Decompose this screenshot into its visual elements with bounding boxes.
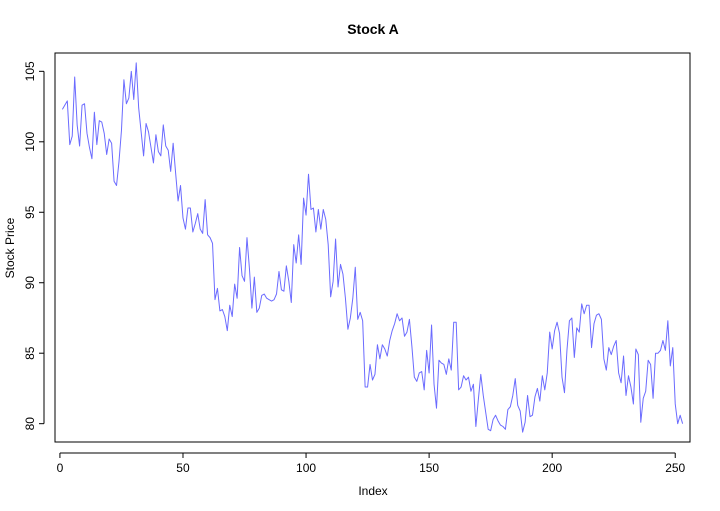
- x-tick-label: 0: [57, 461, 64, 475]
- x-tick-label: 250: [665, 461, 685, 475]
- x-tick-label: 200: [542, 461, 562, 475]
- y-tick-label: 95: [23, 205, 37, 219]
- x-tick-label: 150: [419, 461, 439, 475]
- y-tick-label: 105: [23, 61, 37, 81]
- x-tick-label: 100: [296, 461, 316, 475]
- y-tick-label: 100: [23, 131, 37, 151]
- x-axis-label: Index: [358, 484, 387, 498]
- y-tick-label: 80: [23, 417, 37, 431]
- y-axis-label: Stock Price: [3, 217, 17, 278]
- y-tick-label: 90: [23, 276, 37, 290]
- plot-area-border: [54, 52, 691, 443]
- chart-title: Stock A: [347, 21, 399, 37]
- x-tick-label: 50: [176, 461, 190, 475]
- series-layer: [61, 62, 684, 433]
- y-tick-label: 85: [23, 346, 37, 360]
- y-axis: 80 85 90 95 100 105: [23, 61, 45, 431]
- x-axis: 0 50 100 150 200 250: [57, 452, 686, 475]
- series-line: [61, 62, 684, 433]
